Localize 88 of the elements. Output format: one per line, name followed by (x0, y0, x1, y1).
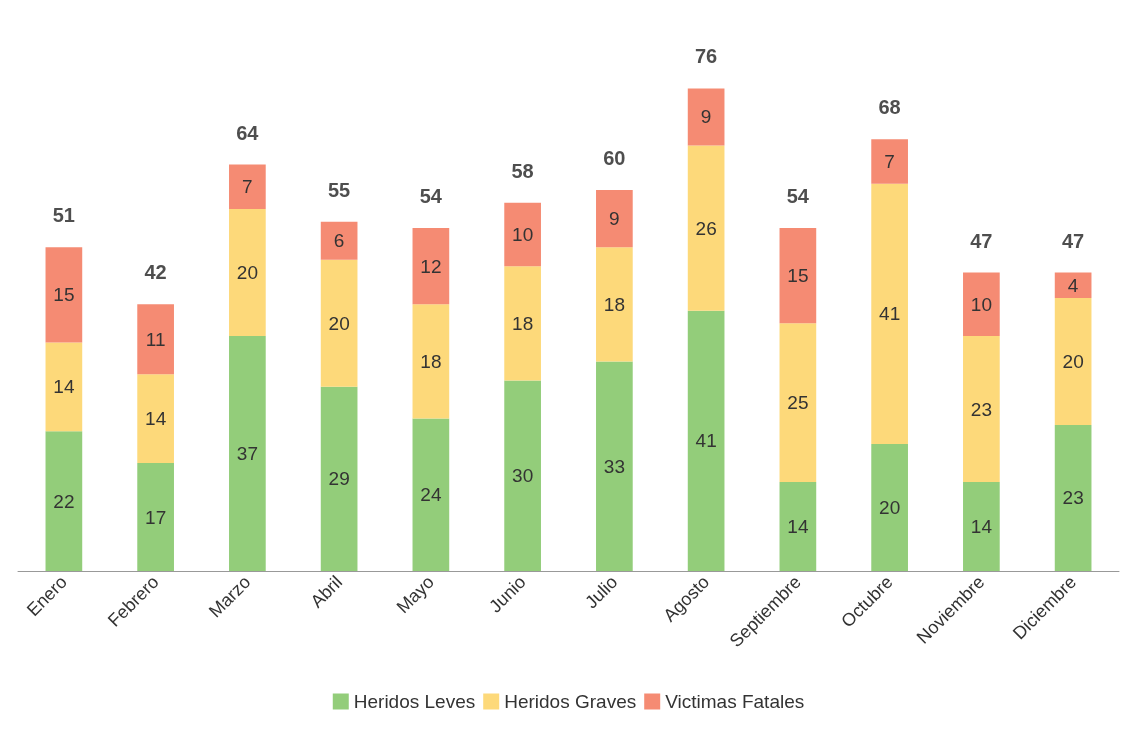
total-label: 51 (52, 204, 75, 227)
data-label: 23 (970, 398, 992, 420)
data-label: 15 (53, 284, 75, 306)
data-label: 20 (1062, 350, 1084, 372)
data-label: 23 (1062, 487, 1084, 509)
total-label: 54 (419, 185, 443, 208)
data-label: 20 (328, 312, 350, 334)
data-label: 15 (787, 265, 809, 287)
total-label: 60 (603, 147, 626, 169)
bar (320, 386, 358, 571)
data-label: 41 (879, 303, 901, 325)
bar (504, 266, 541, 381)
bar (779, 228, 817, 324)
bar (687, 145, 725, 311)
data-label: 9 (609, 208, 620, 230)
legend-label: Heridos Graves (504, 691, 637, 712)
bar (871, 139, 908, 184)
bar (137, 374, 174, 464)
bar (1054, 272, 1092, 298)
data-label: 11 (145, 328, 166, 350)
bar (45, 247, 83, 343)
data-label: 7 (884, 150, 895, 172)
data-label: 20 (236, 262, 258, 284)
data-label: 10 (970, 293, 992, 315)
bar (871, 444, 908, 571)
data-label: 14 (145, 408, 167, 430)
data-label: 24 (420, 484, 442, 506)
data-label: 9 (700, 106, 712, 128)
bar (963, 482, 1000, 571)
legend-label: Heridos Leves (353, 691, 476, 712)
bar (137, 463, 174, 571)
data-label: 25 (787, 392, 809, 414)
data-label: 41 (695, 430, 717, 452)
total-label: 58 (511, 159, 534, 182)
legend-label: Victimas Fatales (665, 691, 805, 712)
bar (504, 380, 541, 571)
bar (596, 361, 633, 571)
bar (229, 209, 266, 337)
total-label: 54 (786, 185, 810, 208)
bar (45, 342, 83, 432)
bar (1054, 424, 1092, 571)
data-label: 33 (603, 455, 625, 477)
data-label: 18 (603, 293, 625, 315)
data-label: 12 (420, 255, 442, 277)
data-label: 26 (695, 217, 717, 239)
data-label: 10 (512, 223, 534, 245)
bar (963, 336, 1000, 483)
bar (687, 310, 725, 571)
data-label: 22 (53, 490, 75, 512)
data-label: 17 (145, 506, 167, 528)
x-tick-label: Julio (581, 571, 622, 613)
total-label: 55 (328, 178, 351, 201)
data-label: 6 (333, 230, 345, 252)
data-label: 14 (787, 516, 809, 538)
total-label: 47 (1062, 229, 1085, 252)
data-label: 18 (512, 312, 534, 334)
bar (596, 247, 633, 362)
total-label: 47 (970, 229, 993, 252)
bar (320, 259, 358, 387)
bar (779, 482, 817, 571)
bar (412, 304, 450, 419)
data-label: 20 (879, 497, 901, 518)
data-label: 7 (242, 176, 253, 198)
data-label: 29 (328, 468, 350, 490)
data-label: 18 (420, 350, 442, 372)
bar (779, 323, 817, 483)
bar (687, 88, 725, 146)
bar (871, 183, 908, 444)
bar (229, 336, 266, 571)
total-label: 64 (236, 121, 260, 144)
data-label: 30 (512, 465, 534, 487)
bar (45, 431, 83, 571)
bar (137, 304, 174, 375)
bar (412, 418, 450, 571)
bar (596, 190, 633, 248)
data-label: 14 (970, 516, 993, 538)
bar (504, 202, 541, 267)
data-label: 4 (1067, 274, 1079, 296)
bar (963, 272, 1000, 337)
total-label: 76 (695, 45, 718, 68)
data-label: 14 (53, 376, 75, 398)
bar (412, 228, 450, 305)
total-label: 68 (878, 96, 901, 119)
bar (229, 164, 266, 210)
total-label: 42 (144, 261, 167, 284)
data-label: 37 (236, 443, 258, 465)
bar (320, 221, 358, 260)
bar (1054, 297, 1092, 425)
